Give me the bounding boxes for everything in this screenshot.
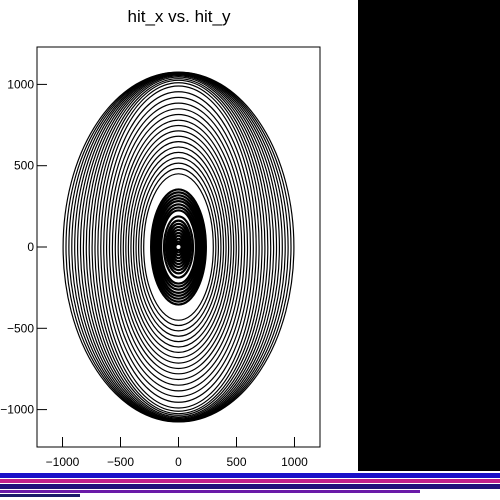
ring-33	[103, 91, 254, 403]
ring-15	[152, 194, 205, 300]
ring-22	[132, 151, 225, 343]
ring-40	[82, 74, 275, 420]
artifact-band-purple	[0, 490, 420, 493]
ring-38	[88, 76, 269, 418]
ring-37	[91, 78, 266, 416]
artifact-band-blue	[0, 473, 500, 478]
artifact-band-dark	[0, 494, 80, 497]
ring-13	[155, 200, 202, 294]
ring-5	[169, 228, 188, 266]
data-rings	[62, 71, 295, 423]
center-point	[174, 243, 183, 251]
ring-28	[117, 119, 240, 375]
ring-18	[143, 173, 214, 321]
ring-31	[108, 102, 249, 392]
ring-4	[170, 231, 187, 263]
x-tick-label-0: −1000	[46, 455, 80, 469]
x-tick-label-3: 500	[226, 455, 246, 469]
ring-11	[158, 206, 199, 288]
side-panel	[358, 0, 500, 471]
ring-47	[62, 71, 295, 423]
x-tick-label-1: −500	[107, 455, 134, 469]
ring-8	[164, 219, 193, 275]
plot-canvas: hit_x vs. hit_y −1000 −500 0 500 1000 −1000−…	[0, 7, 321, 483]
ring-35	[97, 82, 260, 412]
ring-14	[154, 197, 203, 297]
y-axis: −1000 −500 0 500 1000	[0, 77, 47, 417]
ring-30	[111, 108, 246, 386]
y-tick-label-1: −500	[7, 321, 34, 335]
chart-svg: hit_x vs. hit_y −1000 −500 0 500 1000 −1000−…	[0, 7, 321, 483]
ring-12	[157, 203, 200, 291]
ring-17	[150, 188, 207, 306]
x-tick-label-4: 1000	[281, 455, 308, 469]
ring-23	[130, 146, 227, 348]
chart-title: hit_x vs. hit_y	[128, 7, 231, 26]
ring-26	[122, 130, 235, 364]
ring-27	[120, 124, 237, 370]
y-tick-label-2: 0	[27, 240, 34, 254]
x-axis: −1000 −500 0 500 1000	[46, 437, 308, 469]
render-artifact-strip	[0, 471, 500, 500]
artifact-band-magenta	[0, 479, 500, 483]
y-tick-label-4: 1000	[7, 77, 34, 91]
ring-41	[79, 73, 278, 421]
ring-9	[162, 215, 195, 279]
y-tick-label-3: 500	[14, 159, 34, 173]
ring-29	[114, 113, 243, 381]
ring-19	[140, 167, 217, 327]
ring-24	[127, 141, 230, 353]
x-tick-label-2: 0	[175, 455, 182, 469]
ring-7	[166, 222, 191, 272]
ring-6	[167, 225, 190, 269]
artifact-band-navy	[0, 484, 500, 489]
ring-10	[160, 209, 197, 285]
ring-32	[105, 96, 252, 398]
ring-3	[172, 234, 185, 260]
ring-34	[100, 85, 257, 409]
ring-36	[94, 79, 263, 415]
ring-20	[138, 162, 219, 332]
ring-16	[151, 191, 206, 303]
ring-39	[85, 75, 272, 419]
ring-25	[125, 135, 232, 359]
y-tick-label-0: −1000	[0, 403, 34, 417]
ring-21	[135, 157, 222, 337]
